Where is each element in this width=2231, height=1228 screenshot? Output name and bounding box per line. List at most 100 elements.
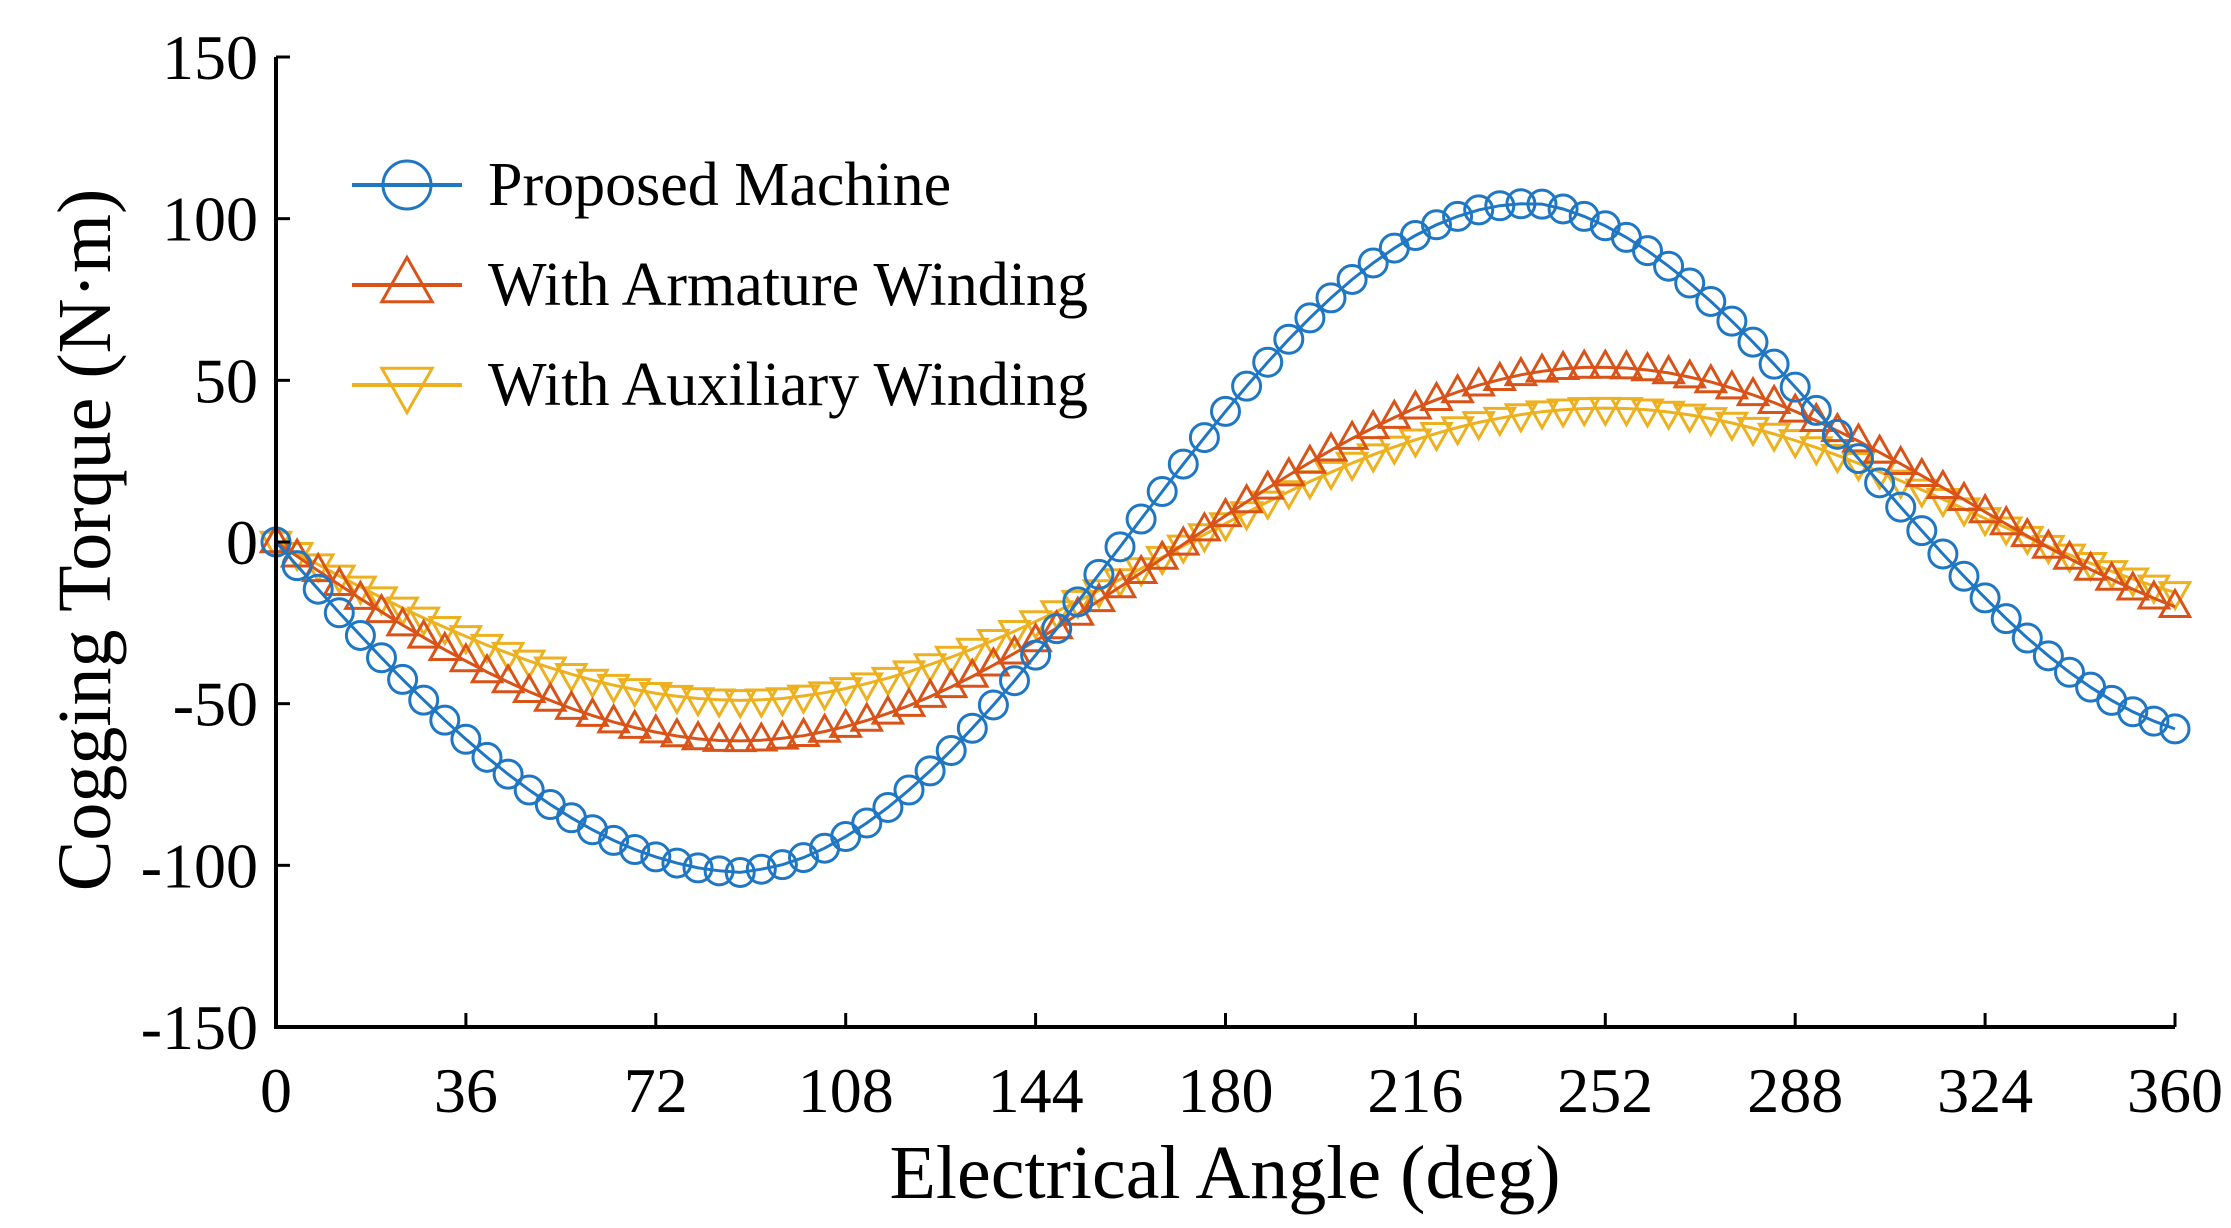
proposed-machine-point — [1188, 422, 1220, 454]
proposed-machine-point — [1357, 247, 1389, 279]
y-tick-label: -150 — [141, 992, 258, 1063]
with-auxiliary-winding-point — [870, 666, 906, 698]
with-auxiliary-winding-point — [1672, 403, 1707, 435]
with-armature-winding-point — [1735, 375, 1771, 407]
series-layer — [258, 188, 2193, 888]
x-tick-label: 324 — [1937, 1055, 2033, 1126]
proposed-machine-point — [1632, 235, 1663, 267]
proposed-machine-point — [513, 774, 545, 806]
proposed-machine-point — [1737, 326, 1769, 358]
with-auxiliary-winding-point — [1144, 545, 1180, 577]
proposed-machine-point — [302, 573, 334, 605]
legend-marker — [381, 159, 433, 211]
proposed-machine-point — [366, 642, 397, 674]
with-armature-winding-point — [1651, 353, 1686, 385]
series-proposed-machine — [260, 188, 2191, 888]
proposed-machine-point — [1885, 491, 1917, 523]
with-auxiliary-winding-point — [1545, 398, 1581, 429]
with-auxiliary-winding-point — [701, 688, 737, 719]
proposed-machine-point — [1969, 582, 2001, 614]
proposed-machine-point — [1020, 639, 1052, 671]
with-armature-winding-point — [701, 721, 737, 752]
with-armature-winding-point — [1672, 357, 1707, 389]
with-auxiliary-winding-line — [275, 406, 2176, 702]
with-auxiliary-winding-point — [933, 645, 969, 677]
proposed-machine-point — [1252, 346, 1284, 378]
proposed-machine-point — [2117, 696, 2149, 728]
with-armature-winding-point — [406, 618, 441, 649]
ticks-layer: 0 36 72 108 144 180 216 252 288 324 360 150 100 50 0 -5… — [141, 22, 2223, 1126]
with-auxiliary-winding-point — [638, 682, 674, 713]
with-auxiliary-winding-point — [1566, 397, 1602, 428]
proposed-machine-point — [1336, 263, 1368, 295]
with-armature-winding-point — [2115, 570, 2151, 601]
with-auxiliary-winding-point — [1777, 429, 1813, 460]
with-auxiliary-winding-point — [1503, 403, 1539, 434]
with-auxiliary-winding-point — [1630, 398, 1665, 429]
with-auxiliary-winding-point — [575, 668, 610, 700]
with-auxiliary-winding-point — [1250, 490, 1285, 522]
proposed-machine-point — [492, 758, 524, 790]
x-tick-label: 216 — [1367, 1055, 1463, 1126]
with-armature-winding-point — [870, 694, 906, 725]
with-auxiliary-winding-point — [1524, 400, 1560, 431]
proposed-machine-point — [387, 663, 419, 695]
with-armature-winding-point — [2010, 516, 2045, 548]
proposed-machine-line — [274, 202, 2176, 874]
with-auxiliary-winding-point — [912, 653, 948, 684]
with-auxiliary-winding-point — [1735, 416, 1771, 448]
with-armature-winding-point — [511, 672, 547, 704]
with-armature-winding-point — [680, 719, 716, 751]
proposed-machine-point — [914, 755, 946, 787]
with-auxiliary-winding-point — [469, 633, 505, 665]
proposed-machine-point — [2011, 622, 2043, 654]
with-armature-winding-point — [2052, 539, 2087, 570]
with-armature-winding-point — [448, 641, 484, 673]
proposed-machine-point — [323, 597, 355, 629]
proposed-machine-point — [893, 774, 925, 806]
with-auxiliary-winding-point — [1799, 436, 1834, 467]
proposed-machine-point — [1484, 190, 1516, 222]
proposed-machine-point — [788, 842, 819, 874]
with-armature-winding-point — [1904, 456, 1940, 488]
with-armature-winding-point — [722, 721, 758, 753]
proposed-machine-point — [1421, 209, 1452, 241]
proposed-machine-point — [935, 735, 967, 767]
with-auxiliary-winding-point — [2157, 581, 2193, 612]
y-axis-label: Cogging Torque (N·m) — [43, 189, 127, 892]
with-armature-winding-point — [2136, 579, 2172, 610]
with-auxiliary-winding-point — [1714, 411, 1750, 443]
with-auxiliary-winding-point — [1440, 416, 1475, 447]
with-armature-winding-point — [1862, 433, 1897, 464]
with-armature-winding-point — [322, 565, 357, 596]
proposed-machine-point — [766, 849, 798, 881]
proposed-machine-point — [1568, 200, 1600, 232]
with-auxiliary-winding-point — [1461, 411, 1496, 442]
with-auxiliary-winding-point — [1419, 422, 1454, 453]
proposed-machine-point — [1125, 503, 1157, 535]
proposed-machine-point — [1674, 267, 1706, 299]
with-armature-winding-point — [1566, 348, 1602, 379]
legend: Proposed Machine With Armature Winding Wit… — [352, 151, 1088, 419]
with-armature-winding-point — [638, 712, 674, 744]
with-armature-winding-point — [1925, 468, 1961, 499]
with-armature-winding-point — [490, 662, 526, 694]
x-tick-label: 72 — [624, 1055, 688, 1126]
with-armature-winding-point — [786, 716, 821, 747]
x-tick-label: 0 — [260, 1055, 292, 1126]
with-auxiliary-winding-point — [976, 628, 1011, 660]
with-armature-winding-point — [744, 721, 779, 752]
proposed-machine-point — [281, 550, 313, 582]
proposed-machine-point — [2054, 656, 2085, 688]
with-auxiliary-winding-point — [891, 660, 927, 691]
proposed-machine-point — [1167, 448, 1199, 480]
proposed-machine-point — [745, 853, 777, 885]
proposed-machine-point — [661, 847, 693, 879]
with-armature-winding-point — [1988, 504, 2024, 536]
x-tick-label: 180 — [1178, 1055, 1274, 1126]
with-auxiliary-winding-point — [786, 684, 821, 716]
with-armature-winding-point — [765, 719, 800, 750]
legend-item-proposed-machine: Proposed Machine — [352, 151, 951, 219]
with-auxiliary-winding-point — [744, 688, 779, 719]
with-armature-winding-point — [1630, 350, 1665, 382]
